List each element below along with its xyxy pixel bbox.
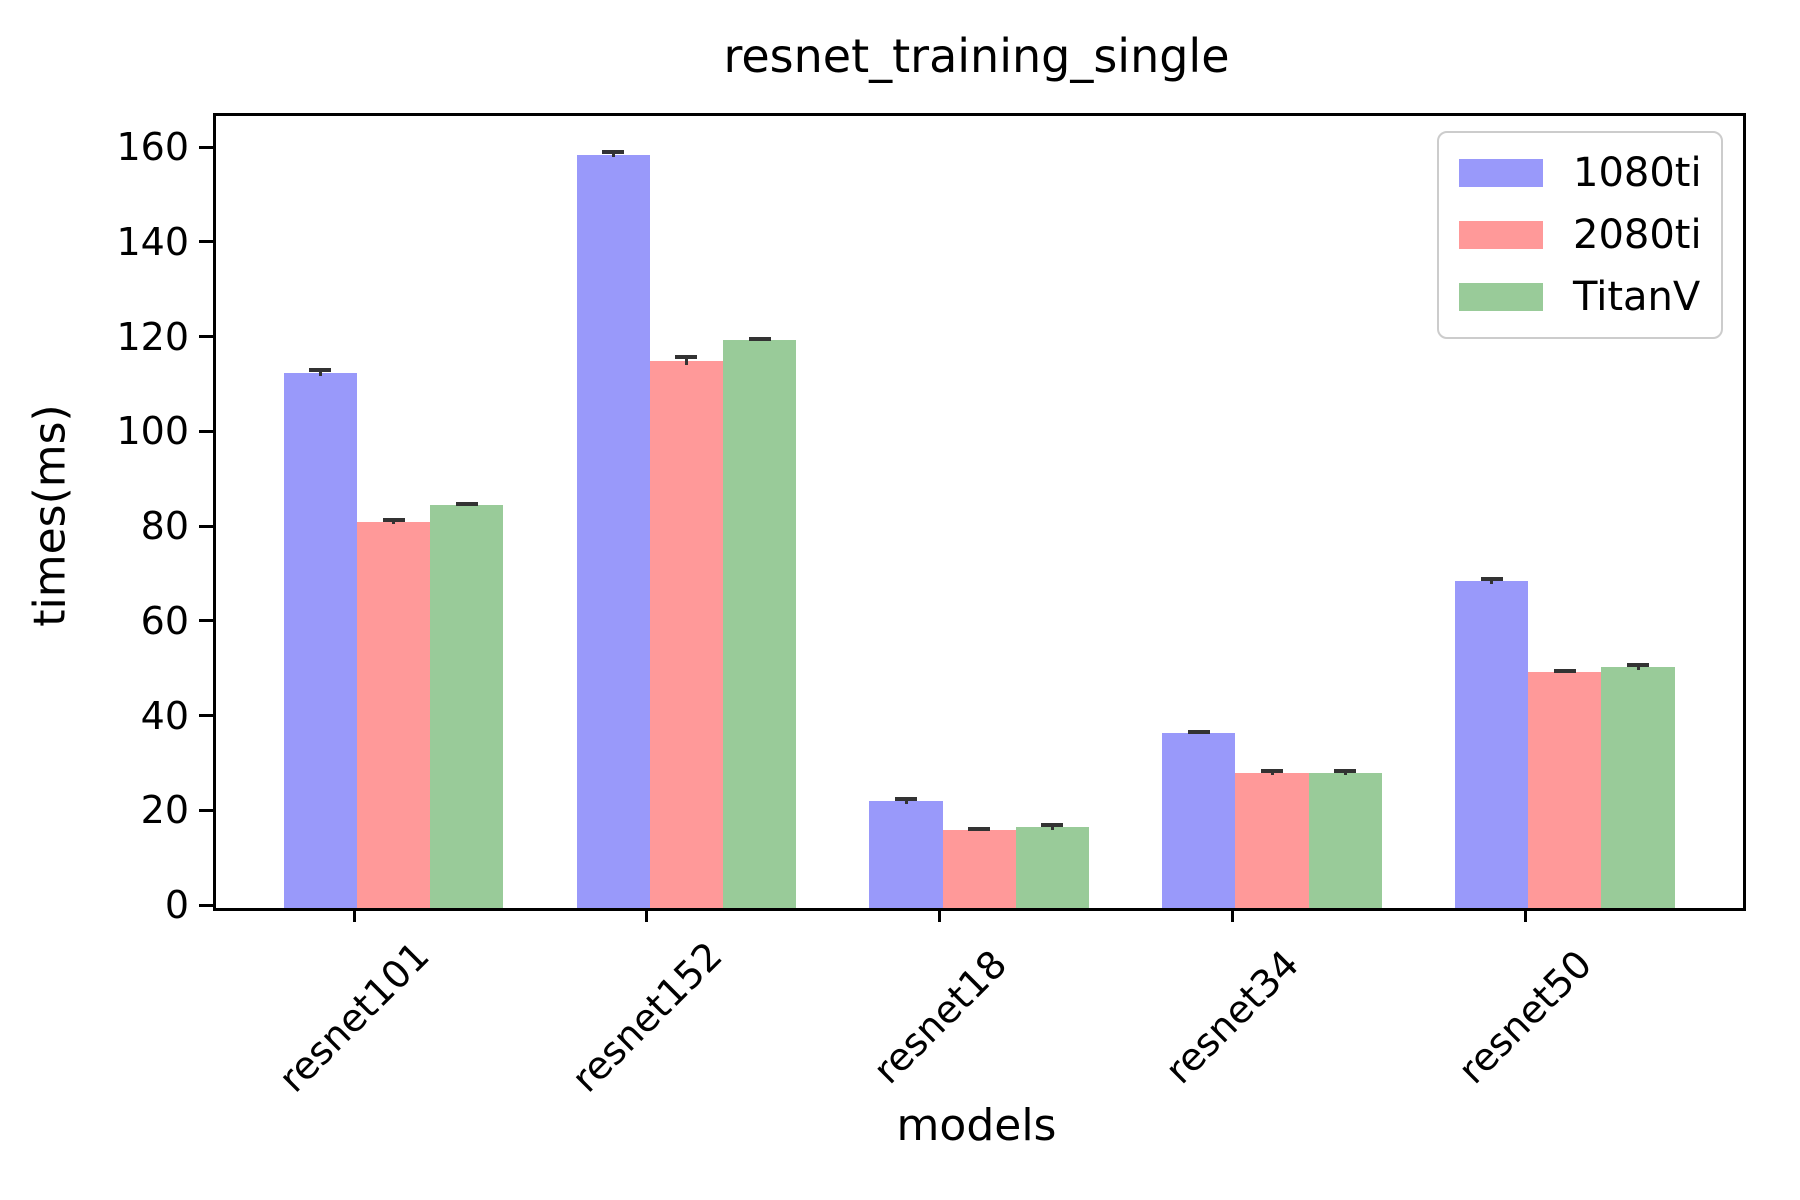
chart-title: resnet_training_single	[723, 29, 1230, 83]
x-tick-label-resnet152: resnet152	[563, 933, 731, 1101]
error-bar-cap	[455, 502, 478, 507]
y-tick-mark	[199, 145, 213, 149]
bar-2080ti-resnet152	[649, 360, 723, 908]
legend-label-1080ti: 1080ti	[1573, 150, 1702, 196]
bar-TitanV-resnet34	[1308, 773, 1382, 908]
x-tick-mark	[1230, 908, 1234, 922]
error-bar-cap	[382, 517, 405, 522]
x-axis-label: models	[896, 1100, 1057, 1151]
error-bar-cap	[968, 826, 991, 831]
error-bar-cap	[748, 336, 771, 341]
y-tick-mark	[199, 524, 213, 528]
bar-TitanV-resnet101	[430, 505, 504, 908]
legend-row: 1080ti	[1459, 149, 1702, 197]
error-bar-cap	[602, 150, 625, 155]
bar-TitanV-resnet152	[723, 339, 797, 908]
error-bar-cap	[1334, 769, 1357, 774]
error-bar	[611, 152, 615, 158]
x-tick-mark	[1523, 908, 1527, 922]
error-bar	[684, 356, 688, 366]
error-bar	[1490, 578, 1494, 584]
legend-label-2080ti: 2080ti	[1573, 212, 1702, 258]
error-bar-cap	[1041, 823, 1064, 828]
legend-row: TitanV	[1459, 273, 1701, 321]
x-tick-label-resnet34: resnet34	[1157, 941, 1308, 1093]
bar-1080ti-resnet152	[576, 154, 650, 908]
error-bar	[1270, 770, 1274, 776]
y-tick-label: 20	[140, 788, 189, 833]
error-bar-cap	[1480, 576, 1503, 581]
y-tick-label: 120	[116, 314, 189, 359]
y-tick-mark	[199, 903, 213, 907]
legend-label-titanv: TitanV	[1573, 274, 1701, 320]
error-bar	[318, 369, 322, 376]
legend-row: 2080ti	[1459, 211, 1702, 259]
error-bar	[1050, 825, 1054, 830]
error-bar-cap	[1261, 768, 1283, 773]
bar-2080ti-resnet101	[357, 521, 431, 908]
error-bar	[904, 798, 908, 805]
x-tick-label-resnet50: resnet50	[1449, 941, 1601, 1093]
y-tick-label: 100	[116, 409, 189, 454]
bar-1080ti-resnet50	[1455, 581, 1529, 908]
legend: 1080ti 2080ti TitanV	[1437, 131, 1723, 339]
bar-2080ti-resnet18	[942, 829, 1016, 908]
error-bar	[1636, 665, 1640, 670]
y-tick-mark	[199, 714, 213, 718]
error-bar-cap	[1553, 669, 1576, 674]
legend-swatch-1080ti	[1459, 159, 1543, 187]
y-tick-mark	[199, 429, 213, 433]
error-bar-cap	[895, 796, 917, 801]
y-tick-label: 160	[116, 125, 189, 170]
legend-swatch-2080ti	[1459, 221, 1543, 249]
error-bar-cap	[1627, 663, 1649, 667]
y-tick-label: 40	[140, 693, 189, 738]
bar-2080ti-resnet50	[1528, 672, 1602, 908]
y-axis-label: times(ms)	[24, 404, 76, 627]
bar-1080ti-resnet101	[283, 372, 357, 908]
error-bar	[392, 519, 396, 525]
y-tick-label: 60	[140, 598, 189, 643]
error-bar-cap	[1187, 729, 1210, 734]
bar-TitanV-resnet18	[1015, 827, 1089, 908]
bar-TitanV-resnet50	[1601, 667, 1675, 908]
y-tick-label: 140	[116, 219, 189, 264]
bar-1080ti-resnet18	[869, 801, 943, 908]
x-tick-label-resnet101: resnet101	[270, 933, 438, 1101]
y-tick-mark	[199, 240, 213, 244]
x-tick-mark	[645, 908, 649, 922]
error-bar-cap	[675, 354, 698, 359]
bar-2080ti-resnet34	[1235, 773, 1309, 908]
x-tick-mark	[938, 908, 942, 922]
bar-1080ti-resnet34	[1162, 732, 1236, 908]
y-tick-label: 80	[140, 504, 189, 549]
y-tick-mark	[199, 619, 213, 623]
x-tick-label-resnet18: resnet18	[864, 941, 1015, 1093]
x-tick-mark	[352, 908, 356, 922]
y-tick-mark	[199, 808, 213, 812]
legend-swatch-titanv	[1459, 283, 1543, 311]
error-bar-cap	[309, 367, 332, 372]
y-tick-label: 0	[164, 883, 189, 927]
y-tick-mark	[199, 335, 213, 339]
